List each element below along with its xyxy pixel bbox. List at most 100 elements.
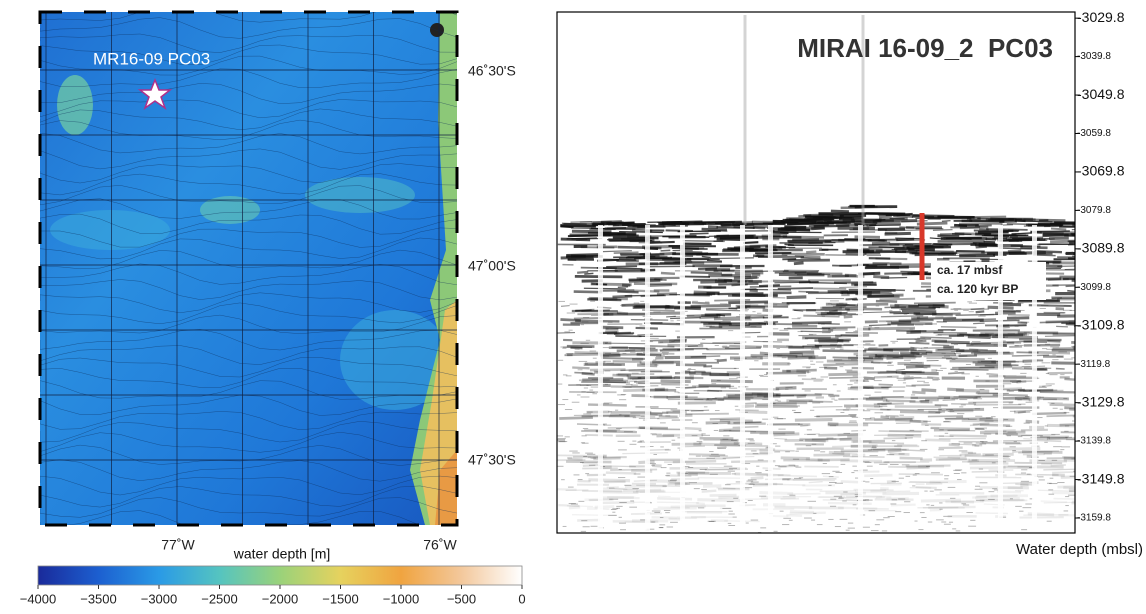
reflector bbox=[683, 428, 701, 429]
reflector bbox=[986, 374, 998, 375]
reflector bbox=[962, 319, 996, 320]
reflector bbox=[1041, 501, 1067, 502]
reflector bbox=[888, 467, 928, 468]
colorbar bbox=[38, 566, 522, 585]
y-tick-label: -3149.8 bbox=[1077, 470, 1125, 486]
y-tick-label: -3129.8 bbox=[1077, 393, 1125, 409]
reflector bbox=[710, 258, 754, 259]
reflector bbox=[1021, 435, 1055, 436]
reflector bbox=[899, 474, 943, 475]
reflector bbox=[572, 231, 612, 232]
reflector bbox=[893, 216, 913, 217]
reflector bbox=[1007, 318, 1029, 319]
reflector bbox=[909, 343, 930, 344]
reflector bbox=[902, 311, 936, 312]
reflector bbox=[1015, 484, 1034, 485]
colorbar-tick-label: −1500 bbox=[322, 591, 359, 606]
reflector bbox=[577, 272, 588, 273]
reflector bbox=[1052, 298, 1062, 299]
reflector bbox=[711, 381, 753, 382]
reflector bbox=[924, 218, 972, 219]
y-tick-label: -3069.8 bbox=[1077, 163, 1125, 179]
reflector bbox=[927, 377, 939, 378]
reflector bbox=[574, 318, 602, 319]
reflector bbox=[694, 292, 720, 293]
reflector bbox=[976, 513, 1008, 514]
reflector bbox=[657, 502, 699, 503]
reflector bbox=[755, 404, 797, 405]
reflector bbox=[976, 311, 985, 312]
reflector bbox=[790, 512, 814, 513]
reflector bbox=[718, 280, 733, 281]
reflector bbox=[607, 228, 626, 229]
reflector bbox=[880, 299, 916, 300]
reflector bbox=[828, 503, 872, 504]
reflector bbox=[956, 314, 1002, 315]
reflector bbox=[894, 305, 918, 306]
reflector bbox=[770, 395, 806, 396]
reflector bbox=[588, 405, 627, 406]
reflector bbox=[1012, 355, 1049, 356]
reflector bbox=[743, 242, 758, 243]
y-tick-label: -3089.8 bbox=[1077, 240, 1125, 256]
reflector bbox=[571, 238, 602, 239]
trace-gap bbox=[858, 225, 863, 535]
reflector bbox=[980, 425, 1010, 426]
reflector bbox=[813, 407, 843, 408]
reflector bbox=[1009, 253, 1046, 254]
reflector bbox=[1071, 342, 1089, 343]
trace-gap bbox=[740, 225, 745, 535]
trace-gap bbox=[598, 225, 603, 535]
y-tick-label: -3059.8 bbox=[1077, 128, 1111, 139]
reflector bbox=[846, 299, 857, 300]
reflector bbox=[900, 458, 923, 459]
reflector bbox=[949, 444, 960, 445]
reflector bbox=[881, 417, 890, 418]
reflector bbox=[841, 481, 860, 482]
reflector bbox=[904, 378, 914, 379]
page: {"map": {"site_label": "MR16-09 PC03", "… bbox=[0, 0, 1146, 609]
reflector bbox=[670, 318, 701, 319]
reflector bbox=[1024, 225, 1062, 226]
colorbar-tick-label: −1000 bbox=[383, 591, 420, 606]
lon-label: 77˚W bbox=[161, 537, 195, 553]
reflector bbox=[606, 473, 636, 474]
reflector bbox=[803, 316, 839, 317]
trace-gap bbox=[768, 225, 773, 535]
reflector bbox=[601, 358, 645, 359]
reflector bbox=[781, 228, 825, 229]
reflector bbox=[584, 273, 593, 274]
reflector bbox=[1045, 336, 1077, 337]
reflector bbox=[787, 297, 807, 298]
reflector bbox=[694, 222, 736, 223]
figure: ca. 17 mbsf ca. 120 kyr BP MIRAI 16-09_2… bbox=[0, 0, 1146, 609]
reflector bbox=[979, 419, 1014, 420]
reflector bbox=[1057, 486, 1094, 487]
y-tick-label: -3119.8 bbox=[1077, 359, 1111, 370]
reflector bbox=[702, 256, 711, 257]
reflector bbox=[921, 390, 936, 391]
trace-gap bbox=[680, 225, 685, 535]
reflector bbox=[706, 310, 740, 311]
reflector bbox=[574, 292, 602, 293]
reflector bbox=[959, 444, 977, 445]
reflector bbox=[1018, 412, 1026, 413]
reflector bbox=[956, 251, 985, 252]
reflector bbox=[633, 307, 670, 308]
reflector bbox=[622, 285, 630, 286]
reflector bbox=[1064, 379, 1075, 380]
reflector bbox=[1074, 265, 1086, 266]
reflector bbox=[581, 310, 609, 311]
reflector bbox=[814, 226, 850, 227]
reflector bbox=[816, 416, 856, 417]
y-tick-label: -3039.8 bbox=[1077, 51, 1111, 62]
reflector bbox=[932, 314, 953, 315]
reflector bbox=[759, 493, 793, 494]
reflector bbox=[874, 377, 898, 378]
annotation: ca. 17 mbsf bbox=[937, 263, 1003, 277]
y-tick-label: -3029.8 bbox=[1077, 9, 1125, 25]
reflector bbox=[878, 431, 921, 432]
reflector bbox=[707, 349, 741, 350]
reflector bbox=[606, 223, 634, 224]
reflector bbox=[906, 366, 930, 367]
